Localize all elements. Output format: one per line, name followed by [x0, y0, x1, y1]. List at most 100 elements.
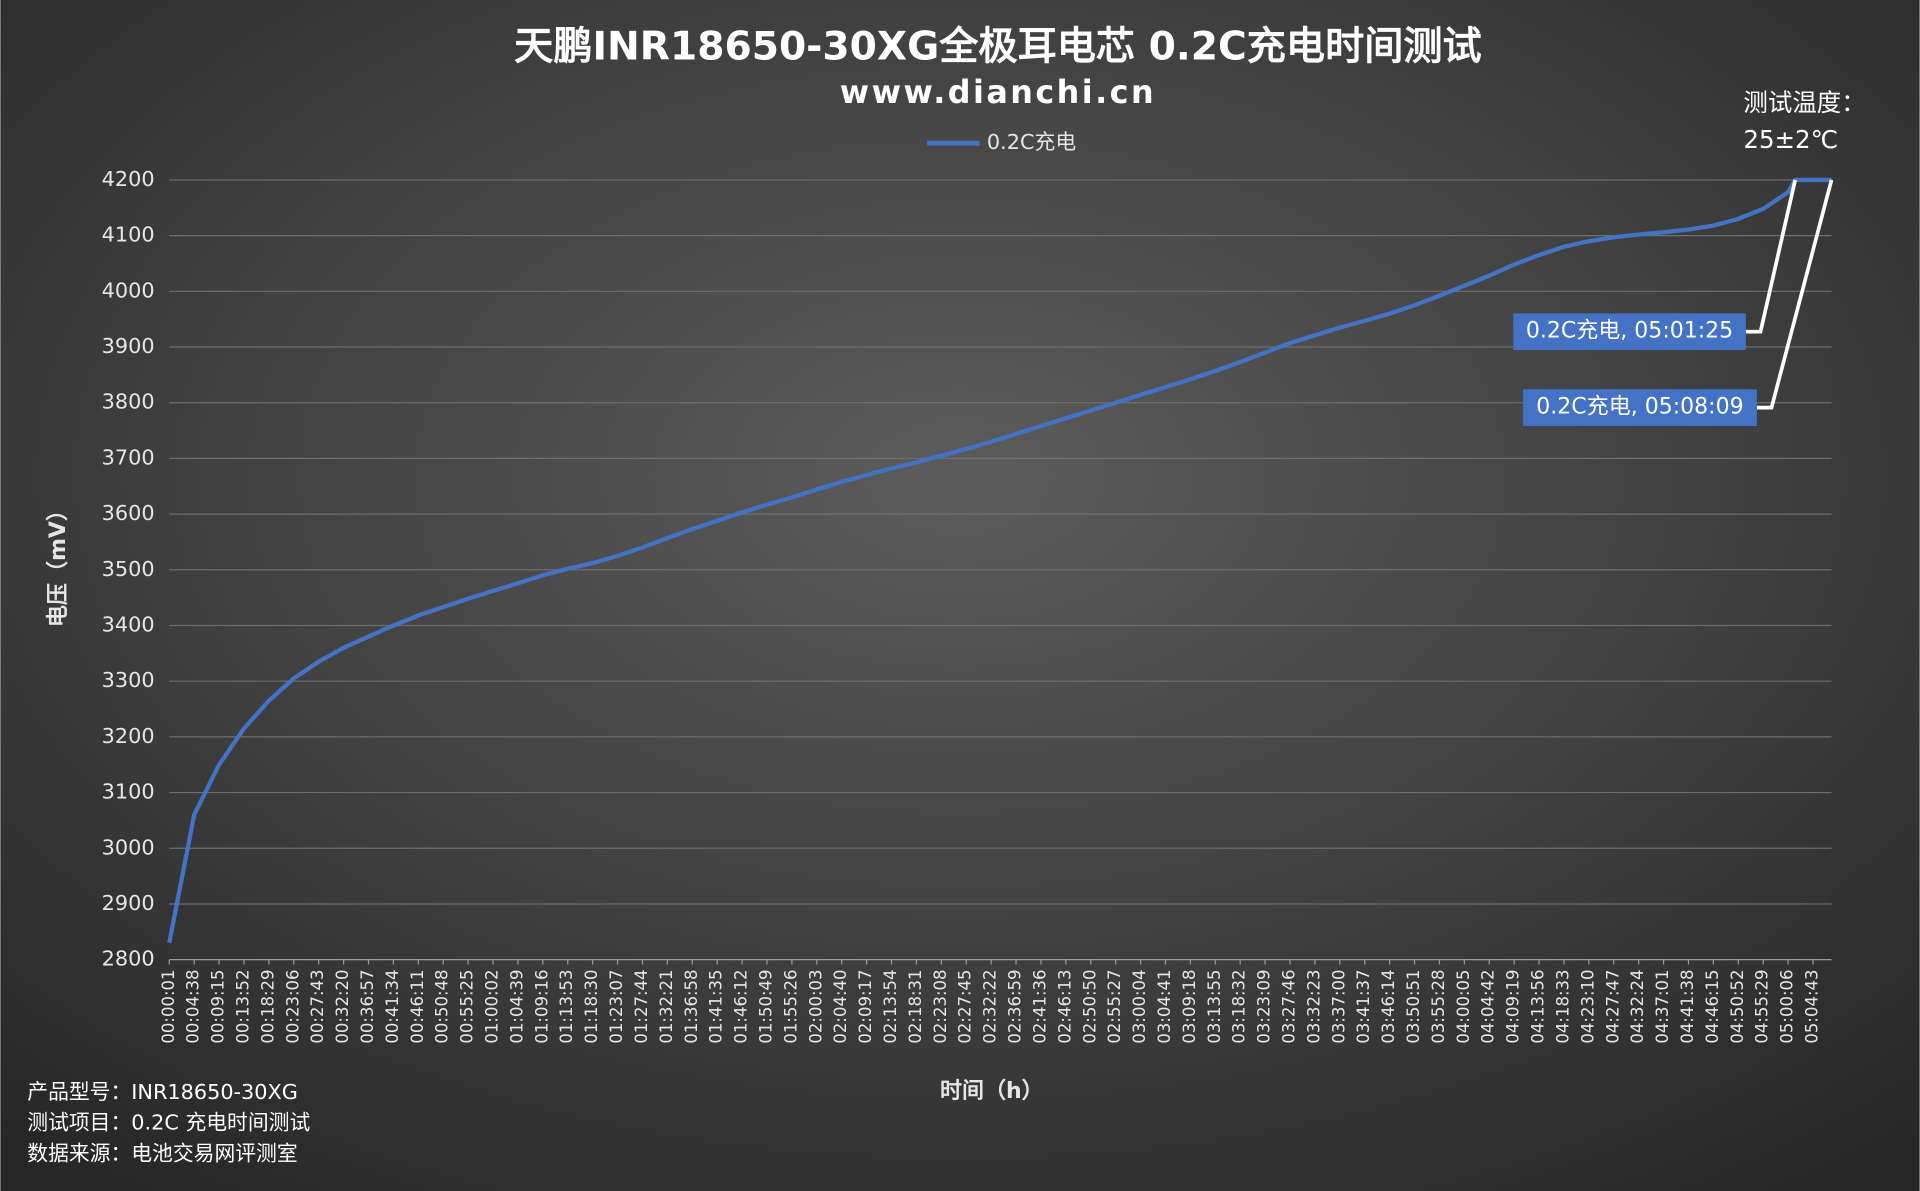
x-tick-label: 00:36:57 — [358, 969, 377, 1043]
annotation-leader — [1745, 179, 1797, 334]
x-tick-label: 03:04:41 — [1155, 969, 1174, 1043]
x-tick-label: 00:27:43 — [308, 969, 327, 1043]
x-tick-label: 00:04:38 — [184, 969, 203, 1043]
annotation-box — [1513, 313, 1746, 351]
y-tick-label: 2900 — [102, 891, 155, 915]
x-tick-label: 02:36:59 — [1006, 969, 1025, 1043]
x-tick-label: 01:00:02 — [483, 969, 502, 1043]
x-tick-label: 01:50:49 — [756, 969, 775, 1043]
y-tick-label: 4000 — [102, 278, 155, 302]
x-tick-label: 02:55:27 — [1105, 969, 1124, 1043]
x-tick-label: 04:09:19 — [1504, 969, 1523, 1043]
x-tick-label: 00:32:20 — [333, 969, 352, 1043]
x-tick-label: 03:27:46 — [1279, 969, 1298, 1043]
x-tick-label: 04:55:29 — [1753, 969, 1772, 1043]
x-tick-label: 05:04:43 — [1803, 969, 1822, 1043]
x-tick-label: 03:00:04 — [1130, 969, 1149, 1043]
x-tick-label: 03:37:00 — [1329, 969, 1348, 1043]
x-tick-label: 04:00:05 — [1454, 969, 1473, 1043]
x-tick-label: 05:00:06 — [1778, 969, 1797, 1043]
x-tick-label: 02:13:54 — [881, 969, 900, 1043]
x-tick-label: 00:09:15 — [209, 969, 228, 1043]
y-tick-label: 3700 — [102, 445, 155, 469]
x-tick-label: 01:36:58 — [682, 969, 701, 1043]
x-axis-label: 时间（h） — [940, 1079, 1044, 1104]
x-tick-label: 03:09:18 — [1180, 969, 1199, 1043]
y-tick-label: 3200 — [102, 724, 155, 748]
footer-text: 测试项目：0.2C 充电时间测试 — [27, 1111, 310, 1135]
temperature-label: 测试温度： — [1743, 88, 1865, 117]
x-tick-label: 01:13:53 — [557, 969, 576, 1043]
chart-title: 天鹏INR18650-30XG全极耳电芯 0.2C充电时间测试 — [514, 24, 1482, 69]
x-tick-label: 03:50:51 — [1404, 969, 1423, 1043]
y-tick-label: 4100 — [102, 223, 155, 247]
x-tick-label: 04:18:33 — [1553, 969, 1572, 1043]
y-tick-label: 3400 — [102, 612, 155, 636]
x-tick-label: 02:46:13 — [1055, 969, 1074, 1043]
y-tick-label: 2800 — [102, 947, 155, 971]
x-tick-label: 01:55:26 — [781, 969, 800, 1043]
x-tick-label: 02:32:22 — [981, 969, 1000, 1043]
x-tick-label: 03:32:23 — [1304, 969, 1323, 1043]
chart-subtitle: www.dianchi.cn — [840, 73, 1156, 111]
annotation-box — [1523, 389, 1757, 426]
x-tick-label: 04:46:15 — [1703, 969, 1722, 1043]
x-tick-label: 03:23:09 — [1255, 969, 1274, 1043]
x-tick-label: 01:41:35 — [707, 969, 726, 1043]
y-tick-label: 3600 — [102, 501, 155, 525]
x-tick-label: 03:13:55 — [1205, 969, 1224, 1043]
x-tick-label: 02:00:03 — [806, 969, 825, 1043]
x-tick-label: 02:41:36 — [1030, 969, 1049, 1043]
annotation-text: 0.2C充电, 05:08:09 — [1536, 395, 1743, 420]
footer-text: 数据来源：电池交易网评测室 — [27, 1141, 297, 1165]
x-tick-label: 01:46:12 — [732, 969, 751, 1043]
x-tick-label: 00:46:11 — [408, 969, 427, 1043]
x-tick-label: 02:27:45 — [956, 969, 975, 1043]
x-tick-label: 03:18:32 — [1230, 969, 1249, 1043]
x-tick-label: 00:55:25 — [458, 969, 477, 1043]
y-tick-label: 3000 — [102, 835, 155, 859]
x-tick-label: 03:41:37 — [1354, 969, 1373, 1043]
y-tick-label: 3300 — [102, 668, 155, 692]
annotation-text: 0.2C充电, 05:01:25 — [1526, 319, 1733, 344]
x-tick-label: 04:37:01 — [1653, 969, 1672, 1043]
y-tick-label: 4200 — [102, 167, 155, 191]
x-tick-label: 03:55:28 — [1429, 969, 1448, 1043]
x-tick-label: 04:27:47 — [1603, 969, 1622, 1043]
x-tick-label: 04:50:52 — [1728, 969, 1747, 1043]
data-line — [167, 177, 1832, 944]
x-tick-label: 04:04:42 — [1479, 969, 1498, 1043]
x-tick-label: 00:13:52 — [233, 969, 252, 1043]
y-tick-label: 3800 — [102, 390, 155, 414]
annotation-leader — [1756, 179, 1834, 410]
x-tick-label: 00:18:29 — [258, 969, 277, 1043]
y-axis-label: 电压（mV） — [46, 499, 71, 627]
footer-text: 产品型号：INR18650-30XG — [27, 1080, 298, 1104]
x-tick-label: 02:09:17 — [856, 969, 875, 1043]
x-tick-label: 00:00:01 — [159, 969, 178, 1043]
y-tick-label: 3500 — [102, 557, 155, 581]
x-tick-label: 02:50:50 — [1080, 969, 1099, 1043]
x-tick-label: 01:27:44 — [632, 969, 651, 1043]
x-tick-label: 02:23:08 — [931, 969, 950, 1043]
x-tick-label: 01:23:07 — [607, 969, 626, 1043]
x-tick-label: 04:41:38 — [1678, 969, 1697, 1043]
x-tick-label: 01:04:39 — [507, 969, 526, 1043]
y-tick-label: 3900 — [102, 334, 155, 358]
x-tick-label: 00:50:48 — [433, 969, 452, 1043]
x-tick-label: 02:18:31 — [906, 969, 925, 1043]
x-tick-label: 04:13:56 — [1529, 969, 1548, 1043]
x-tick-label: 02:04:40 — [831, 969, 850, 1043]
x-tick-label: 01:32:21 — [657, 969, 676, 1043]
x-tick-label: 00:41:34 — [383, 969, 402, 1043]
x-tick-label: 04:32:24 — [1628, 969, 1647, 1043]
y-tick-label: 3100 — [102, 780, 155, 804]
x-tick-label: 00:23:06 — [283, 969, 302, 1043]
x-tick-label: 03:46:14 — [1379, 969, 1398, 1043]
legend-label: 0.2C充电 — [987, 130, 1076, 154]
x-tick-label: 01:09:16 — [532, 969, 551, 1043]
temperature-value: 25±2℃ — [1743, 125, 1838, 154]
